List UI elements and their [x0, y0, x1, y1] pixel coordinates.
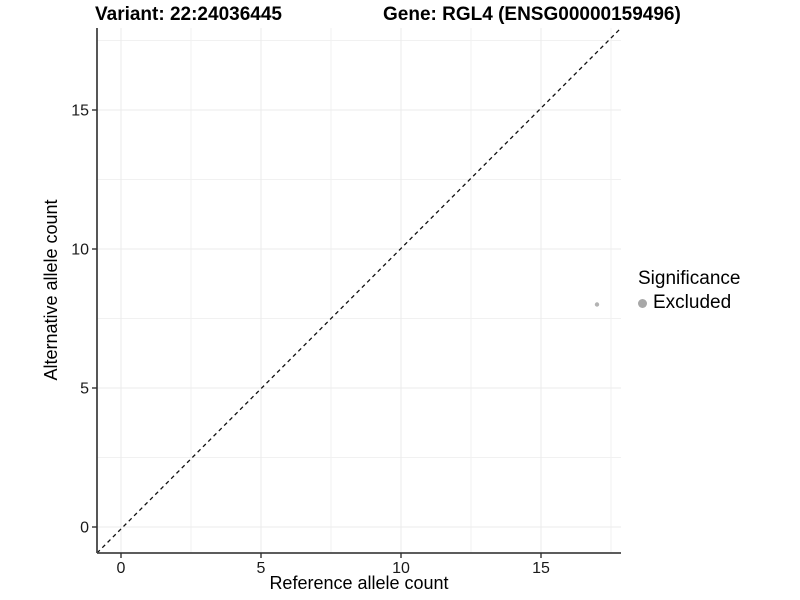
- data-point-excluded: [594, 302, 600, 307]
- legend: Significance Excluded: [638, 268, 740, 314]
- legend-item-excluded: Excluded: [638, 292, 740, 314]
- y-axis-title: Alternative allele count: [41, 199, 61, 380]
- legend-title: Significance: [638, 268, 741, 289]
- y-axis-ticks: [92, 109, 97, 528]
- legend-key-dot-icon: [638, 298, 647, 308]
- x-tick-label: 15: [532, 560, 550, 577]
- x-axis-ticks: [120, 553, 542, 558]
- y-tick-label: 15: [71, 103, 89, 120]
- plot-title-gene: Gene: RGL4 (ENSG00000159496): [383, 4, 681, 25]
- x-tick-label: 0: [117, 560, 126, 577]
- y-axis-tick-labels: 0 5 10 15: [71, 103, 89, 537]
- identity-reference-line: [96, 27, 622, 554]
- y-tick-label: 10: [71, 242, 89, 259]
- x-tick-label: 5: [257, 560, 266, 577]
- legend-item-label: Excluded: [653, 292, 732, 313]
- gridlines-major: [97, 28, 621, 553]
- x-axis-title: Reference allele count: [269, 573, 448, 593]
- x-tick-label: 10: [392, 560, 410, 577]
- y-tick-label: 0: [80, 520, 89, 537]
- x-axis-tick-labels: 0 5 10 15: [117, 560, 550, 577]
- gridlines-minor: [97, 28, 621, 553]
- plot-title-variant: Variant: 22:24036445: [95, 4, 282, 25]
- y-tick-label: 5: [80, 381, 89, 398]
